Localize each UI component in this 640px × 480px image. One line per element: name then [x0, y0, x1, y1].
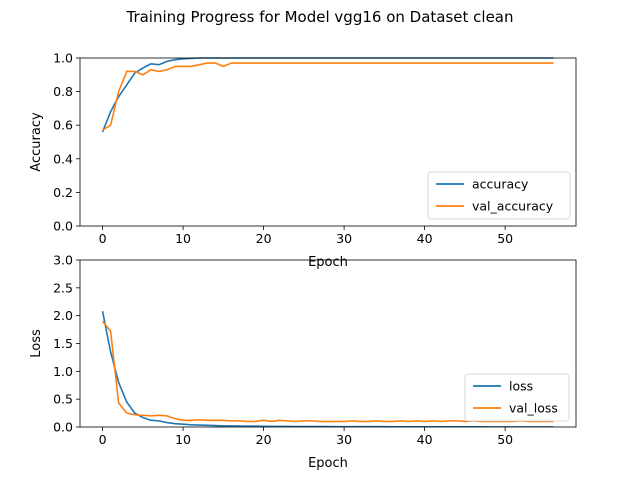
- y-tick-label: 1.5: [53, 336, 73, 351]
- x-tick-label: 40: [417, 231, 433, 246]
- y-tick-label: 2.5: [53, 280, 73, 295]
- accuracy-panel: 0 10 20 30 40 50 0.0 0.2 0.4 0.6 0.8 1.0 Epoch Accura…: [29, 51, 577, 270]
- x-tick-label: 10: [175, 231, 191, 246]
- series-line-val_accuracy: [102, 62, 554, 131]
- axes-frame: [79, 57, 577, 227]
- loss-panel: 0 10 20 30 40 50 0.0 0.5 1.0 1.5 2.0 2.5 3.0 Epoch Los…: [29, 253, 577, 471]
- y-tick-label: 0.0: [53, 420, 73, 435]
- y-tick-label: 0.6: [53, 118, 73, 133]
- x-tick-label: 0: [99, 231, 107, 246]
- y-tick-label: 0.4: [53, 151, 73, 166]
- x-tick-label: 30: [336, 432, 352, 447]
- x-tick-label: 40: [417, 432, 433, 447]
- y-tick-label: 3.0: [53, 253, 73, 268]
- x-axis-label: Epoch: [308, 456, 348, 471]
- y-tick-label: 0.8: [53, 84, 73, 99]
- x-tick-label: 20: [256, 231, 272, 246]
- y-axis-label: Accuracy: [29, 112, 44, 172]
- x-tick-label: 20: [256, 432, 272, 447]
- legend-label-accuracy: accuracy: [472, 177, 529, 192]
- x-tick-label: 30: [336, 231, 352, 246]
- legend: accuracy val_accuracy: [427, 171, 571, 220]
- legend-label-loss: loss: [509, 379, 533, 394]
- y-tick-label: 2.0: [53, 308, 73, 323]
- x-tick-label: 50: [497, 231, 513, 246]
- legend-label-val_accuracy: val_accuracy: [472, 199, 554, 214]
- y-tick-label: 1.0: [53, 364, 73, 379]
- y-tick-label: 0.2: [53, 185, 73, 200]
- legend-label-val_loss: val_loss: [509, 401, 558, 416]
- x-tick-label: 10: [175, 432, 191, 447]
- y-tick-label: 0.5: [53, 392, 73, 407]
- x-tick-label: 50: [497, 432, 513, 447]
- y-axis-label: Loss: [29, 329, 44, 358]
- y-tick-label: 0.0: [53, 219, 73, 234]
- figure-title: Training Progress for Model vgg16 on Dat…: [125, 8, 513, 26]
- x-axis-label: Epoch: [308, 255, 348, 270]
- x-tick-label: 0: [99, 432, 107, 447]
- y-tick-label: 1.0: [53, 51, 73, 66]
- legend: loss val_loss: [464, 373, 570, 422]
